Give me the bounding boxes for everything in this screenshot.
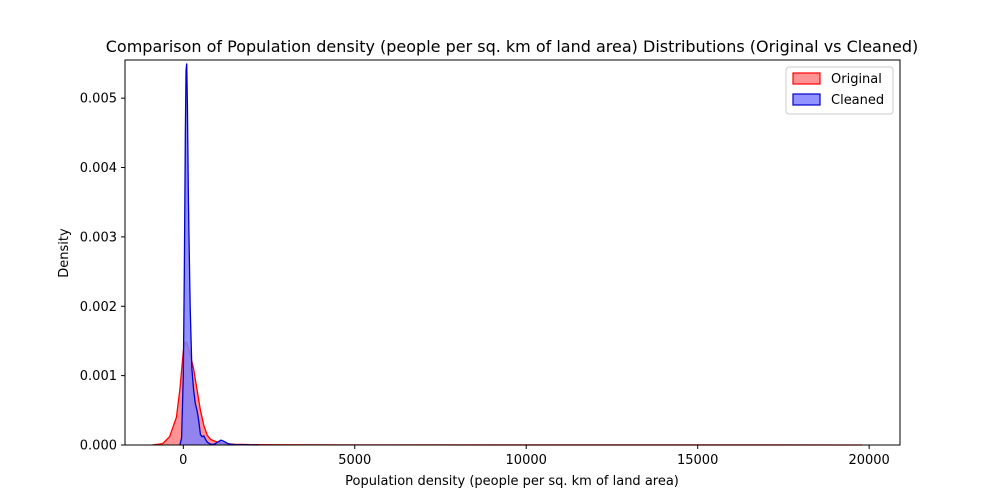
series-original-area <box>152 342 863 445</box>
plot-frame <box>124 59 901 446</box>
series-cleaned-area <box>179 63 259 445</box>
legend-swatch-original <box>792 72 821 85</box>
series-cleaned-line <box>179 63 259 446</box>
x-tick-label: 20000 <box>848 453 889 468</box>
x-axis: 0 5000 10000 15000 20000 <box>179 445 890 468</box>
y-tick-label: 0.005 <box>80 92 117 107</box>
x-tick-label: 5000 <box>338 453 371 468</box>
legend: Original Cleaned <box>785 66 894 115</box>
x-tick-label: 0 <box>179 453 187 468</box>
y-tick-label: 0.001 <box>80 369 117 384</box>
y-tick-label: 0.004 <box>80 161 117 176</box>
legend-swatch-cleaned <box>792 93 821 106</box>
x-axis-label: Population density (people per sq. km of… <box>345 474 679 489</box>
y-tick-label: 0.000 <box>80 439 117 454</box>
chart-title: Comparison of Population density (people… <box>106 37 919 56</box>
x-tick-label: 10000 <box>506 453 547 468</box>
y-axis-label: Density <box>57 228 72 278</box>
legend-label-original: Original <box>831 72 882 87</box>
y-axis: 0.000 0.001 0.002 0.003 0.004 0.005 <box>80 92 125 454</box>
y-tick-label: 0.002 <box>80 300 117 315</box>
x-tick-label: 15000 <box>677 453 718 468</box>
plot-area <box>152 63 863 446</box>
legend-label-cleaned: Cleaned <box>831 93 884 108</box>
series-original-line <box>152 341 863 446</box>
y-tick-label: 0.003 <box>80 230 117 245</box>
